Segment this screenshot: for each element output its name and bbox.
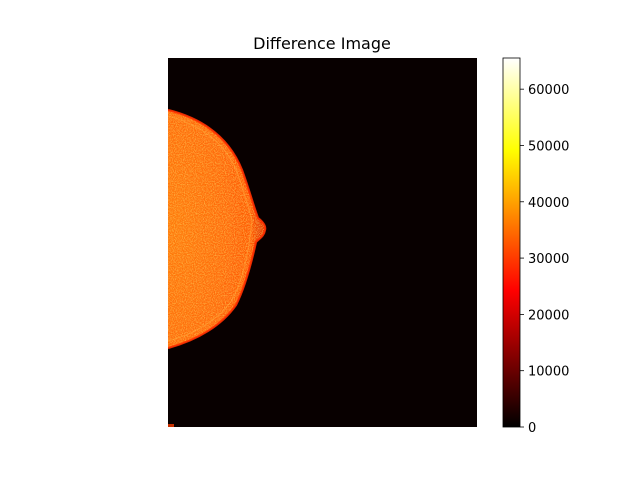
colorbar-ticks: 0 10000 20000 30000 40000 50000 60000 [520,83,569,436]
colorbar-tick-label: 10000 [528,365,569,380]
tissue-edge [168,108,267,350]
colorbar-tick-label: 20000 [528,308,569,323]
colorbar-tick-label: 40000 [528,196,569,211]
colorbar-tick-label: 50000 [528,139,569,154]
tissue-inner-edge [168,115,253,342]
difference-image [168,58,477,427]
figure-title: Difference Image [253,34,391,53]
colorbar-gradient [502,57,521,428]
colorbar-tick-label: 60000 [528,83,569,98]
colorbar-tick-label: 30000 [528,252,569,267]
colorbar-tick-label: 0 [528,421,536,436]
bottom-corner-artifact [168,424,174,427]
colorbar: 0 10000 20000 30000 40000 50000 60000 [502,57,569,436]
